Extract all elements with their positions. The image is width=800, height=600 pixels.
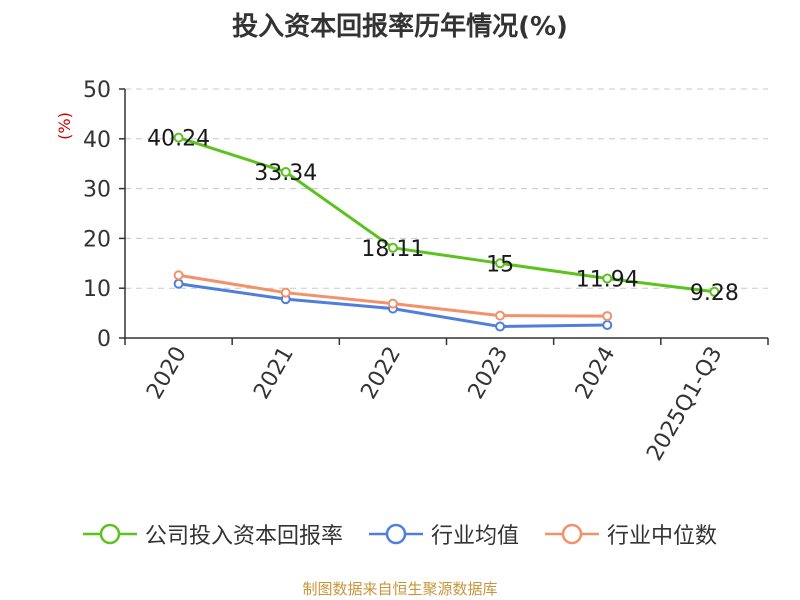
legend-item-industry-median[interactable]: 行业中位数 <box>545 518 717 550</box>
data-source: 制图数据来自恒生聚源数据库 <box>302 580 498 598</box>
data-point <box>173 278 184 289</box>
x-tick-label: 2024 <box>571 343 621 404</box>
data-point <box>602 311 613 322</box>
data-point <box>387 298 398 309</box>
x-tick-label: 2021 <box>249 343 299 404</box>
legend-label: 公司投入资本回报率 <box>144 524 343 549</box>
data-label: 15 <box>486 252 514 277</box>
y-tick-label: 20 <box>83 227 111 252</box>
y-tick-label: 30 <box>83 178 111 203</box>
data-label: 11.94 <box>576 268 639 293</box>
legend-item-company[interactable]: 公司投入资本回报率 <box>82 518 343 550</box>
data-point <box>495 258 506 269</box>
data-point <box>280 287 291 298</box>
x-tick-label: 2022 <box>356 343 406 404</box>
data-point <box>280 166 291 177</box>
data-label: 18.11 <box>361 237 424 262</box>
legend: 公司投入资本回报率 行业均值 行业中位数 <box>0 518 800 550</box>
legend-item-industry-mean[interactable]: 行业均值 <box>368 518 519 550</box>
data-labels: 40.24 33.34 18.11 15 11.94 9.28 <box>147 127 739 306</box>
data-point <box>173 132 184 143</box>
data-point <box>602 320 613 331</box>
data-point <box>495 310 506 321</box>
data-label: 33.34 <box>254 161 317 186</box>
grid-lines <box>125 88 768 289</box>
data-label: 9.28 <box>690 281 739 306</box>
data-point <box>173 270 184 281</box>
data-point <box>709 286 720 297</box>
legend-label: 行业中位数 <box>607 524 718 549</box>
y-tick-label: 0 <box>97 327 111 352</box>
x-tick-label: 2020 <box>142 343 192 404</box>
data-point <box>602 273 613 284</box>
data-point <box>495 321 506 332</box>
series-lines <box>173 132 720 332</box>
y-tick-label: 40 <box>83 128 111 153</box>
legend-line-icon <box>368 523 423 545</box>
x-tick-label: 2025Q1-Q3 <box>642 343 727 466</box>
legend-line-icon <box>82 523 137 545</box>
y-tick-label: 50 <box>83 78 111 103</box>
series-line <box>178 136 715 294</box>
legend-label: 行业均值 <box>430 524 519 549</box>
data-point <box>387 242 398 253</box>
y-tick-label: 10 <box>83 277 111 302</box>
data-label: 40.24 <box>147 127 210 152</box>
y-axis-label: (%) <box>55 112 74 140</box>
legend-line-icon <box>545 523 599 545</box>
chart-title: 投入资本回报率历年情况(%) <box>232 12 568 42</box>
x-tick-label: 2023 <box>464 343 514 404</box>
